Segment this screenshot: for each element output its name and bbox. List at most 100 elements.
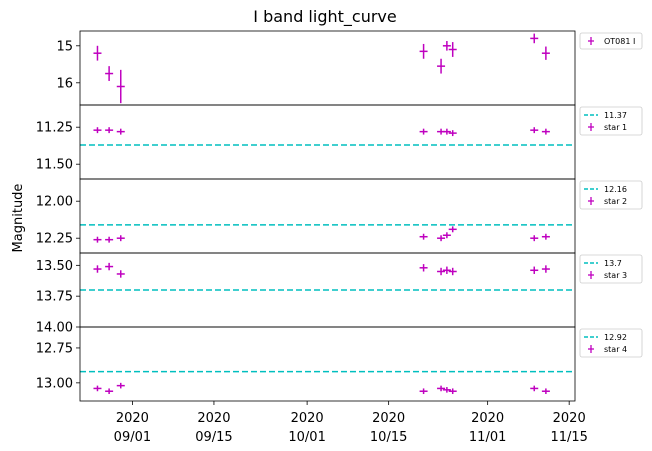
x-tick-label-date: 11/01	[469, 430, 506, 445]
x-tick-label-year: 2020	[197, 411, 230, 426]
legend-box	[579, 32, 643, 50]
data-point	[419, 128, 428, 135]
x-tick-label-date: 09/15	[195, 430, 232, 445]
data-point	[448, 130, 457, 137]
data-point	[437, 58, 446, 74]
data-point	[93, 45, 102, 61]
panel-frame	[79, 30, 576, 106]
x-tick-label-date: 10/15	[370, 430, 407, 445]
y-tick-label: 12.75	[36, 341, 73, 356]
x-tick-label-date: 11/15	[550, 430, 587, 445]
y-tick-label: 14.00	[36, 321, 73, 336]
data-point	[448, 226, 457, 233]
data-point	[105, 127, 114, 134]
panel-1: 15 16 OT081 I	[56, 30, 643, 106]
panel-2: 11.25 11.50 11.37 star 1	[36, 104, 643, 180]
y-tick-label: 15	[56, 39, 73, 54]
data-point	[105, 236, 114, 243]
data-point	[530, 266, 539, 274]
y-tick-label: 13.00	[36, 376, 73, 391]
data-point	[419, 388, 428, 395]
data-point	[442, 266, 451, 274]
legend: 11.37 star 1	[579, 106, 643, 136]
y-tick-label: 11.25	[36, 121, 73, 136]
x-tick-label-year: 2020	[291, 411, 324, 426]
data-point	[448, 388, 457, 395]
panel-frame	[79, 326, 576, 402]
y-tick-label: 12.00	[36, 195, 73, 210]
data-point	[530, 235, 539, 242]
legend-reference-label: 12.92	[604, 333, 627, 342]
data-point	[93, 127, 102, 134]
x-tick-label-year: 2020	[471, 411, 504, 426]
data-point	[93, 265, 102, 273]
data-point	[116, 235, 125, 242]
panel-5: 12.75 13.00 12.92 star 4	[36, 326, 643, 402]
legend-series-label: OT081 I	[604, 37, 635, 46]
data-point	[116, 128, 125, 135]
legend-reference-label: 12.16	[604, 185, 627, 194]
data-point	[93, 236, 102, 243]
data-point	[93, 385, 102, 392]
legend-box	[579, 106, 643, 136]
data-point	[442, 232, 451, 239]
panel-frame	[79, 104, 576, 180]
data-point	[437, 267, 446, 276]
data-point	[541, 233, 550, 240]
legend-series-label: star 2	[604, 197, 627, 206]
panel-3: 12.00 12.25 12.16 star 2	[36, 178, 643, 254]
data-point	[419, 233, 428, 240]
y-tick-label: 13.75	[36, 290, 73, 305]
data-point	[105, 388, 114, 395]
y-tick-label: 13.50	[36, 259, 73, 274]
data-point	[419, 43, 428, 59]
panel-frame	[79, 178, 576, 254]
y-axis-label: Magnitude	[11, 184, 26, 253]
x-tick-label-year: 2020	[372, 411, 405, 426]
x-tick-label-year: 2020	[553, 411, 586, 426]
chart-title: I band light_curve	[253, 7, 396, 27]
data-point	[419, 264, 428, 272]
data-point	[105, 66, 114, 81]
data-point	[448, 42, 457, 57]
data-point	[105, 262, 114, 271]
y-tick-label: 11.50	[36, 158, 73, 173]
data-point	[116, 69, 125, 104]
data-point	[541, 46, 550, 60]
data-point	[530, 385, 539, 392]
data-point	[541, 265, 550, 273]
data-point	[442, 128, 451, 135]
y-tick-label: 16	[56, 76, 73, 91]
data-point	[530, 33, 539, 44]
legend: 13.7 star 3	[579, 254, 643, 284]
legend-box	[579, 180, 643, 210]
legend: 12.92 star 4	[579, 328, 643, 358]
data-point	[541, 128, 550, 135]
x-tick-label-year: 2020	[116, 411, 149, 426]
x-tick-label-date: 09/01	[114, 430, 151, 445]
legend: 12.16 star 2	[579, 180, 643, 210]
x-axis: 2020 09/01 2020 09/15 2020 10/01 2020 10/15 2020…	[114, 401, 588, 445]
data-point	[442, 40, 451, 51]
data-point	[437, 385, 446, 392]
legend-reference-label: 11.37	[604, 111, 627, 120]
x-tick-label-date: 10/01	[288, 430, 325, 445]
panel-4: 13.50 13.75 14.00 13.7 star 3	[36, 252, 643, 336]
legend-series-label: star 3	[604, 271, 627, 280]
data-point	[442, 387, 451, 393]
legend: OT081 I	[579, 32, 643, 50]
data-point	[448, 267, 457, 276]
data-point	[530, 127, 539, 134]
legend-box	[579, 254, 643, 284]
legend-reference-label: 13.7	[604, 259, 622, 268]
data-point	[116, 270, 125, 278]
data-point	[116, 382, 125, 389]
legend-box	[579, 328, 643, 358]
legend-series-label: star 1	[604, 123, 627, 132]
legend-series-label: star 4	[604, 345, 627, 354]
y-tick-label: 12.25	[36, 232, 73, 247]
data-point	[437, 235, 446, 242]
data-point	[541, 388, 550, 395]
